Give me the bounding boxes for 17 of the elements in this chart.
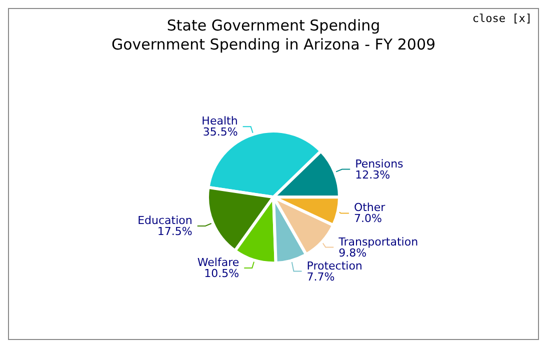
slice-label: Protection bbox=[306, 259, 362, 272]
data-label: 7.7% bbox=[306, 270, 335, 284]
slice-label: Education bbox=[138, 214, 192, 227]
text: close [x] bbox=[472, 12, 532, 25]
data-label: 9.8% bbox=[338, 246, 367, 260]
data-label: 17.5% bbox=[157, 224, 192, 238]
data-label: 35.5% bbox=[202, 126, 238, 139]
data-label: 10.5% bbox=[204, 266, 240, 280]
slice-label: Other bbox=[354, 201, 386, 214]
slice-label: Health bbox=[202, 114, 238, 128]
slice-label: Transportation bbox=[338, 235, 418, 248]
data-label: 7.0% bbox=[354, 212, 382, 226]
chart-title: State Government Spending bbox=[166, 16, 380, 34]
slice-label: Welfare bbox=[197, 256, 240, 269]
chart-subtitle: Government Spending in Arizona - FY 2009 bbox=[111, 36, 436, 54]
slice-label: Pensions bbox=[355, 157, 404, 170]
data-label: 12.3% bbox=[355, 168, 390, 182]
